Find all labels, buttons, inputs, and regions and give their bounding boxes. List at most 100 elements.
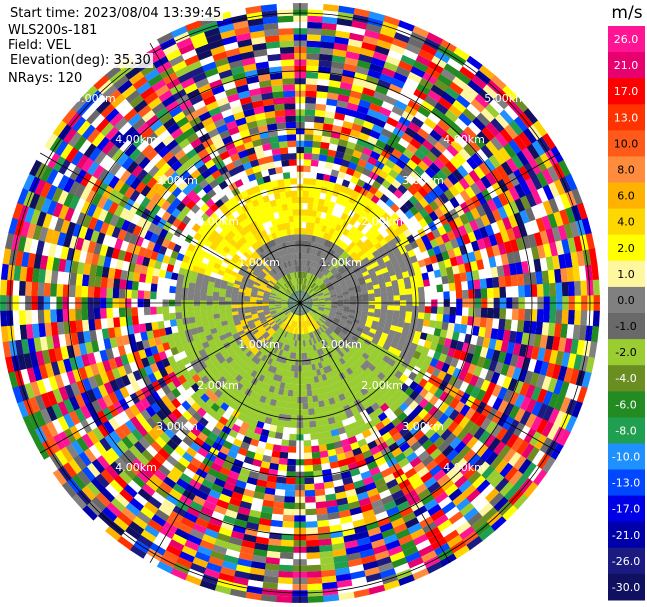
velocity-gate xyxy=(326,92,340,101)
velocity-gate xyxy=(543,243,553,259)
velocity-gate xyxy=(518,344,528,358)
velocity-gate xyxy=(494,254,503,268)
velocity-gate xyxy=(417,144,431,156)
velocity-gate xyxy=(317,309,324,313)
velocity-gate xyxy=(442,222,453,234)
velocity-gate xyxy=(445,266,454,277)
velocity-gate xyxy=(332,244,340,252)
velocity-gate xyxy=(584,325,593,343)
velocity-gate xyxy=(328,227,336,236)
velocity-gate xyxy=(280,439,290,447)
velocity-gate xyxy=(511,366,522,381)
velocity-gate xyxy=(384,159,396,170)
velocity-gate xyxy=(542,200,554,216)
velocity-gate xyxy=(156,283,164,293)
velocity-gate xyxy=(291,396,298,403)
velocity-gate xyxy=(547,213,558,230)
velocity-gate xyxy=(310,433,318,441)
velocity-gate xyxy=(514,393,526,409)
velocity-gate xyxy=(429,255,438,265)
velocity-gate xyxy=(341,179,351,188)
velocity-gate xyxy=(561,352,571,368)
velocity-gate xyxy=(321,28,337,37)
velocity-gate xyxy=(347,317,354,322)
velocity-gate xyxy=(541,456,556,474)
velocity-gate xyxy=(435,360,445,371)
velocity-gate xyxy=(353,184,363,194)
velocity-gate xyxy=(374,45,391,56)
velocity-gate xyxy=(367,289,375,295)
velocity-gate xyxy=(392,315,400,322)
velocity-gate xyxy=(364,141,376,151)
velocity-gate xyxy=(374,292,381,298)
velocity-gate xyxy=(438,243,448,254)
velocity-gate xyxy=(12,309,20,326)
velocity-gate xyxy=(561,309,569,325)
velocity-gate xyxy=(326,98,339,107)
velocity-gate xyxy=(480,108,496,123)
velocity-gate xyxy=(304,306,311,311)
velocity-gate xyxy=(367,17,385,28)
velocity-gate xyxy=(351,20,368,30)
velocity-gate xyxy=(320,211,327,220)
velocity-gate xyxy=(335,151,345,160)
velocity-gate xyxy=(366,315,374,321)
velocity-gate xyxy=(331,222,338,230)
velocity-gate xyxy=(374,118,387,129)
velocity-gate xyxy=(443,291,450,300)
velocity-gate xyxy=(426,32,444,46)
velocity-gate xyxy=(362,120,375,130)
velocity-gate xyxy=(391,37,409,50)
velocity-gate xyxy=(313,476,324,484)
velocity-gate xyxy=(558,254,567,270)
velocity-gate xyxy=(306,564,322,572)
velocity-gate xyxy=(549,282,557,298)
velocity-gate xyxy=(329,249,336,257)
velocity-gate xyxy=(81,273,90,287)
velocity-gate xyxy=(439,203,450,216)
velocity-gate xyxy=(503,352,513,366)
velocity-gate xyxy=(292,384,298,391)
velocity-gate xyxy=(309,420,317,428)
velocity-gate xyxy=(461,315,469,326)
velocity-gate xyxy=(480,144,494,159)
velocity-gate xyxy=(113,316,121,328)
velocity-gate xyxy=(301,278,304,285)
velocity-gate xyxy=(364,349,373,357)
velocity-gate xyxy=(279,545,294,553)
velocity-gate xyxy=(520,195,532,211)
velocity-gate xyxy=(281,521,295,528)
velocity-gate xyxy=(512,225,522,240)
velocity-gate xyxy=(137,306,145,316)
velocity-gate xyxy=(481,201,492,215)
velocity-gate xyxy=(305,546,320,553)
velocity-gate xyxy=(402,164,414,175)
velocity-gate xyxy=(563,223,574,240)
velocity-gate xyxy=(303,165,312,173)
velocity-gate xyxy=(307,288,313,294)
velocity-gate xyxy=(386,89,401,101)
velocity-gate xyxy=(563,367,574,384)
velocity-gate xyxy=(324,246,330,254)
velocity-gate xyxy=(385,174,396,185)
velocity-gate xyxy=(491,349,501,363)
velocity-gate xyxy=(474,307,482,318)
velocity-gate xyxy=(535,418,549,435)
velocity-gate xyxy=(466,103,482,118)
velocity-gate xyxy=(463,126,478,140)
velocity-gate xyxy=(485,172,498,186)
velocity-gate xyxy=(433,196,445,208)
velocity-gate xyxy=(506,365,516,379)
velocity-gate xyxy=(427,112,442,125)
velocity-gate xyxy=(331,303,338,306)
velocity-gate xyxy=(423,340,432,350)
velocity-gate xyxy=(469,410,482,424)
velocity-gate xyxy=(314,277,320,284)
velocity-gate xyxy=(314,495,327,503)
velocity-gate xyxy=(416,280,424,288)
velocity-gate xyxy=(425,150,439,163)
velocity-gate xyxy=(317,166,326,174)
velocity-gate xyxy=(381,100,395,112)
velocity-gate xyxy=(581,371,592,389)
velocity-gate xyxy=(313,242,318,250)
